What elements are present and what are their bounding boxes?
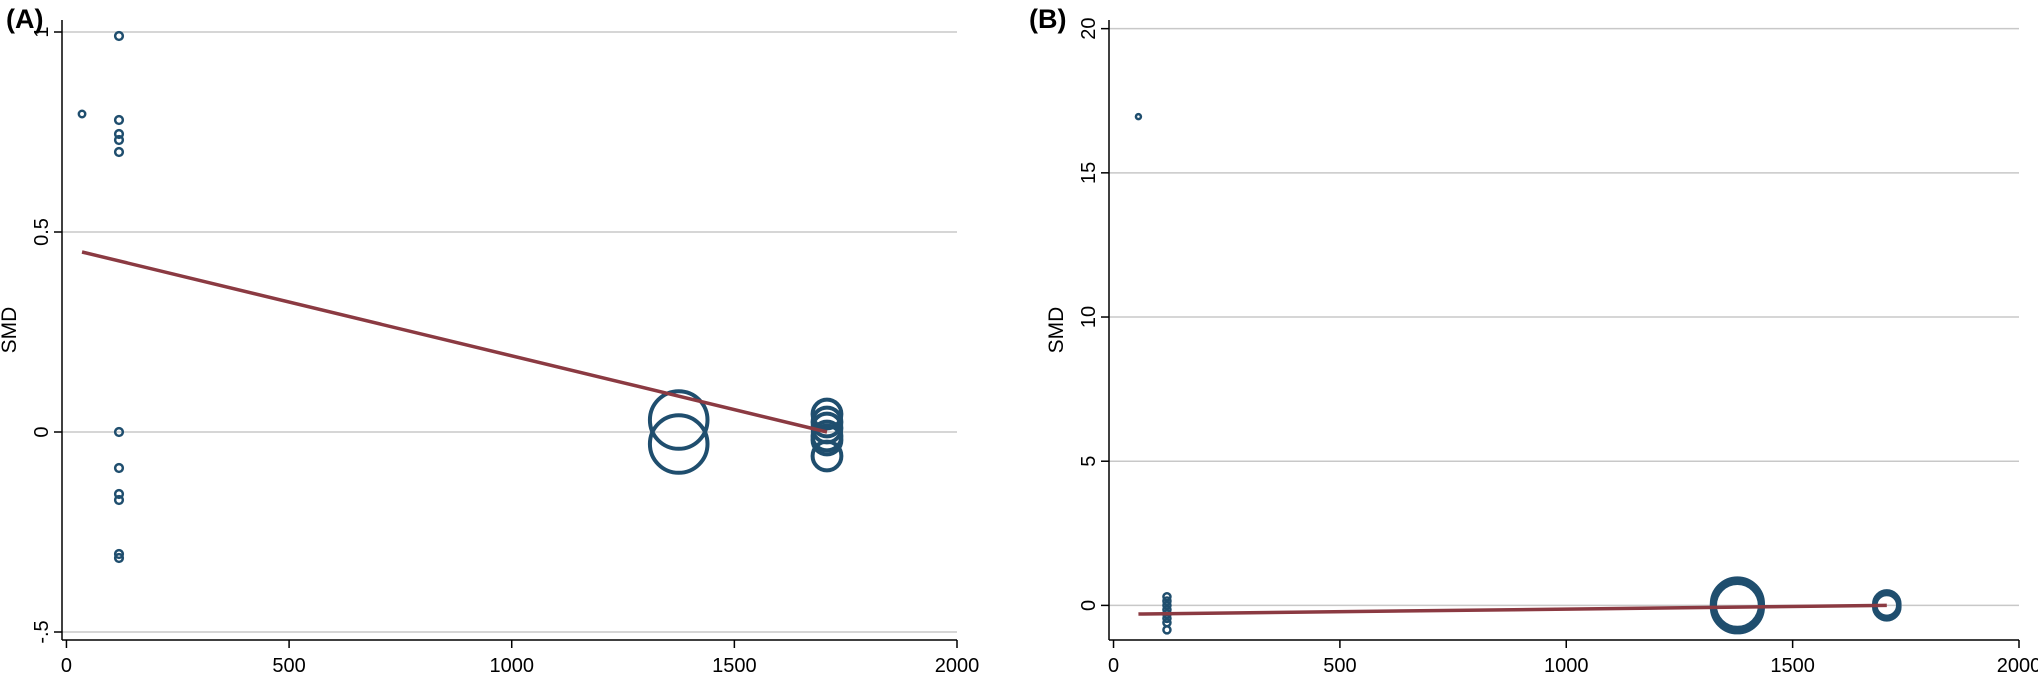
fit-line-b — [1138, 603, 1887, 616]
x-tick-label-a-4: 2000 — [935, 655, 980, 677]
data-point-a-2 — [113, 114, 125, 126]
x-tick-label-b-0: 0 — [1108, 655, 1119, 677]
data-point-a-8 — [113, 488, 125, 500]
x-tick-label-a-0: 0 — [61, 655, 72, 677]
data-point-a-13 — [647, 413, 710, 475]
y-tick-label-a-1: 0 — [31, 426, 53, 437]
data-point-a-19 — [810, 439, 844, 473]
data-point-a-11 — [113, 552, 125, 564]
data-point-a-10 — [113, 548, 125, 560]
data-point-a-5 — [113, 146, 125, 158]
data-point-a-14 — [810, 397, 844, 431]
x-tick-label-b-2: 1000 — [1544, 655, 1589, 677]
y-tick-label-b-2: 10 — [1078, 306, 1100, 328]
data-point-a-1 — [113, 30, 125, 42]
panel-label-b: (B) — [1029, 4, 1067, 34]
data-point-a-12 — [647, 389, 710, 451]
data-point-b-2 — [1162, 596, 1172, 606]
chart-panel-b: (B) 0 5 10 15 20 0 500 1000 1500 2000 SMD — [1019, 0, 2038, 700]
x-tick-label-a-2: 1000 — [489, 655, 534, 677]
x-tick-label-a-1: 500 — [272, 655, 305, 677]
data-point-a-4 — [113, 134, 125, 146]
chart-a-svg: -.5 0 0.5 1 0 500 1000 1500 2000 SMD — [0, 20, 980, 677]
panel-label-a: (A) — [6, 4, 44, 34]
x-tick-label-b-3: 1500 — [1770, 655, 1815, 677]
y-tick-label-a-3: 1 — [31, 26, 53, 37]
y-tick-label-b-3: 15 — [1078, 162, 1100, 184]
x-tick-label-b-4: 2000 — [1997, 655, 2038, 677]
y-tick-label-a-2: 0.5 — [31, 218, 53, 246]
y-tick-label-a-0: -.5 — [31, 620, 53, 643]
data-point-a-18 — [810, 423, 844, 457]
x-tick-label-a-3: 1500 — [712, 655, 757, 677]
data-point-a-9 — [113, 494, 125, 506]
data-point-a-3 — [113, 128, 125, 140]
data-point-b-8 — [1162, 625, 1172, 635]
y-tick-label-b-0: 0 — [1078, 600, 1100, 611]
data-point-b-3 — [1162, 600, 1172, 611]
chart-b-svg: 0 5 10 15 20 0 500 1000 1500 2000 SMD — [1045, 18, 2038, 677]
fit-line-a — [81, 250, 828, 434]
data-point-b-0 — [1134, 112, 1143, 121]
data-point-a-6 — [113, 426, 125, 438]
y-tick-label-b-1: 5 — [1078, 456, 1100, 467]
y-axis-title-b: SMD — [1045, 307, 1068, 354]
y-axis-title-a: SMD — [0, 307, 21, 354]
x-tick-label-b-1: 500 — [1323, 655, 1356, 677]
chart-panel-a: (A) -.5 0 0.5 1 0 500 1000 1500 2000 SMD — [0, 4, 980, 677]
data-point-a-0 — [77, 109, 87, 119]
y-tick-label-b-4: 20 — [1078, 18, 1100, 40]
data-point-b-1 — [1162, 591, 1172, 602]
data-point-a-7 — [113, 462, 125, 474]
